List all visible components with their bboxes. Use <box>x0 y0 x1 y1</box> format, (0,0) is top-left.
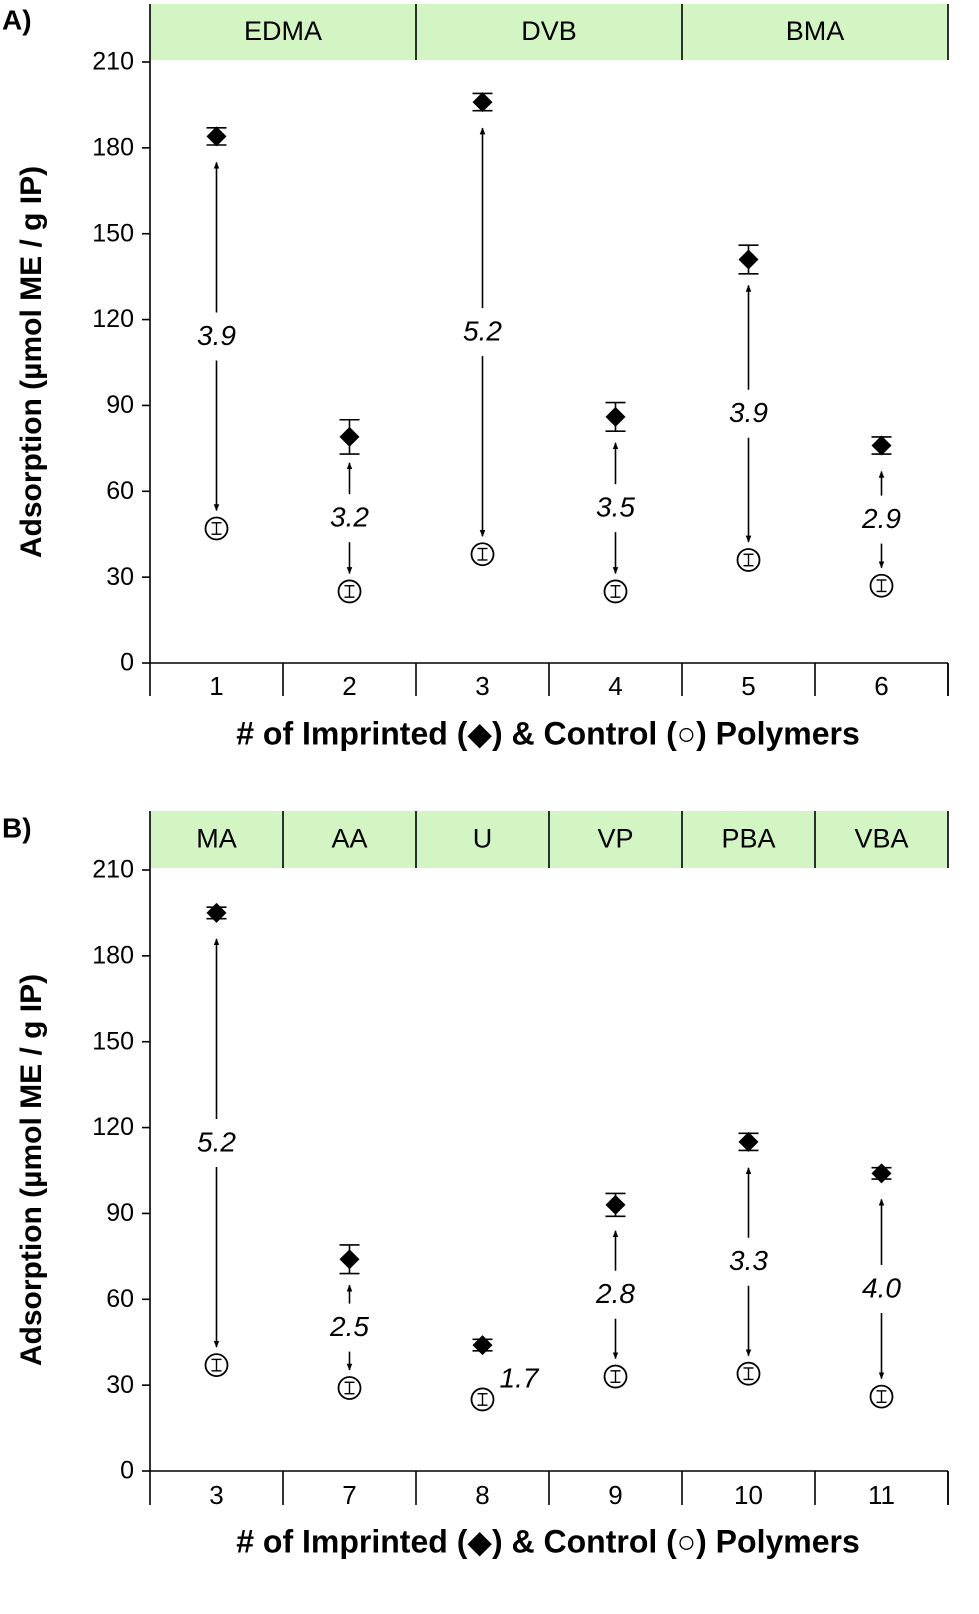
x-tick-label: 11 <box>868 1480 895 1510</box>
y-axis-label: Adsorption (µmol ME / g IP) <box>15 166 48 558</box>
control-error-bar <box>610 1370 621 1383</box>
ratio-label: 2.5 <box>329 1311 369 1342</box>
ratio-label: 3.2 <box>330 502 369 533</box>
imprinted-point <box>605 406 626 427</box>
y-tick-label: 120 <box>92 1113 134 1141</box>
y-tick-label: 90 <box>106 391 134 419</box>
group-header-box <box>416 811 549 868</box>
ratio-label: 3.5 <box>596 492 635 523</box>
x-tick-label: 3 <box>475 671 489 701</box>
y-tick-label: 210 <box>92 48 134 76</box>
y-tick-label: 30 <box>106 563 134 591</box>
y-tick-label: 60 <box>106 1285 134 1313</box>
x-axis-label: # of Imprinted (◆) & Control (○) Polymer… <box>236 1523 860 1559</box>
group-header-label: VP <box>597 824 633 854</box>
imprinted-point <box>738 1131 759 1152</box>
control-error-bar <box>477 1393 488 1406</box>
y-tick-label: 90 <box>106 1199 134 1227</box>
x-tick-label: 8 <box>475 1480 489 1510</box>
chart-panel-b: B) MA AA U VP PBA VBA 0 30 60 90 120 150 180 210 3 7 8 9 10… <box>2 811 949 1559</box>
x-tick-label: 7 <box>342 1480 356 1510</box>
group-header-box <box>150 4 416 60</box>
ratio-label: 2.9 <box>861 503 901 534</box>
y-tick-label: 30 <box>106 1371 134 1399</box>
group-header-label: DVB <box>521 16 577 46</box>
ratio-label: 1.7 <box>500 1363 540 1394</box>
control-error-bar <box>344 1381 355 1395</box>
ratio-label: 2.8 <box>595 1278 635 1309</box>
group-header-label: PBA <box>721 824 775 854</box>
y-tick-label: 180 <box>92 941 134 969</box>
ratio-label: 4.0 <box>862 1272 901 1303</box>
imprinted-point <box>339 426 360 447</box>
group-header-box <box>283 811 416 868</box>
group-header-box <box>682 811 815 868</box>
y-tick-label: 0 <box>120 1457 134 1485</box>
y-tick-label: 0 <box>120 649 134 677</box>
ratio-label: 3.3 <box>729 1245 768 1276</box>
x-tick-label: 4 <box>608 671 622 701</box>
ratio-label: 3.9 <box>729 397 768 428</box>
imprinted-point <box>206 126 227 147</box>
control-error-bar <box>211 1358 222 1372</box>
ratio-label: 5.2 <box>197 1126 236 1157</box>
control-error-bar <box>743 1367 754 1381</box>
y-tick-label: 150 <box>92 219 134 247</box>
imprinted-point <box>472 92 493 113</box>
y-tick-label: 210 <box>92 856 134 884</box>
x-tick-label: 9 <box>608 1480 622 1510</box>
imprinted-point <box>206 902 227 923</box>
imprinted-point <box>871 1163 892 1184</box>
x-tick-label: 5 <box>741 671 755 701</box>
group-header-box <box>549 811 682 868</box>
imprinted-point <box>339 1249 360 1270</box>
x-tick-label: 1 <box>209 671 223 701</box>
group-header-label: BMA <box>786 16 845 46</box>
group-header-box <box>815 811 948 868</box>
control-error-bar <box>344 585 355 598</box>
x-tick-label: 2 <box>342 671 356 701</box>
group-header-label: AA <box>331 824 367 854</box>
imprinted-point <box>472 1335 493 1356</box>
y-axis-label: Adsorption (µmol ME / g IP) <box>15 974 48 1366</box>
y-tick-label: 120 <box>92 305 134 333</box>
group-header-label: EDMA <box>244 16 322 46</box>
y-tick-label: 60 <box>106 477 134 505</box>
x-tick-label: 6 <box>874 671 888 701</box>
control-error-bar <box>610 585 621 598</box>
panel-label: B) <box>2 812 32 843</box>
imprinted-point <box>871 435 892 456</box>
group-header-box <box>416 4 682 60</box>
x-tick-label: 10 <box>734 1480 763 1510</box>
chart-panel-a: A) EDMA DVB BMA 0 30 60 90 120 150 180 210 1 2 3 4 5 6 Ads… <box>2 4 949 751</box>
group-header-box <box>682 4 948 60</box>
x-axis-label: # of Imprinted (◆) & Control (○) Polymer… <box>236 715 860 751</box>
control-error-bar <box>876 579 887 593</box>
ratio-label: 5.2 <box>463 316 502 347</box>
control-error-bar <box>743 553 754 567</box>
panel-label: A) <box>2 4 32 35</box>
imprinted-point <box>605 1194 626 1215</box>
control-error-bar <box>211 522 222 535</box>
group-header-box <box>150 811 283 868</box>
y-tick-label: 180 <box>92 133 134 161</box>
y-tick-label: 150 <box>92 1027 134 1055</box>
ratio-label: 3.9 <box>197 320 236 351</box>
control-error-bar <box>876 1390 887 1404</box>
x-tick-label: 3 <box>209 1480 223 1510</box>
control-error-bar <box>477 547 488 561</box>
group-header-label: VBA <box>854 824 908 854</box>
imprinted-point <box>738 249 759 270</box>
group-header-label: MA <box>196 824 237 854</box>
group-header-label: U <box>473 824 493 854</box>
